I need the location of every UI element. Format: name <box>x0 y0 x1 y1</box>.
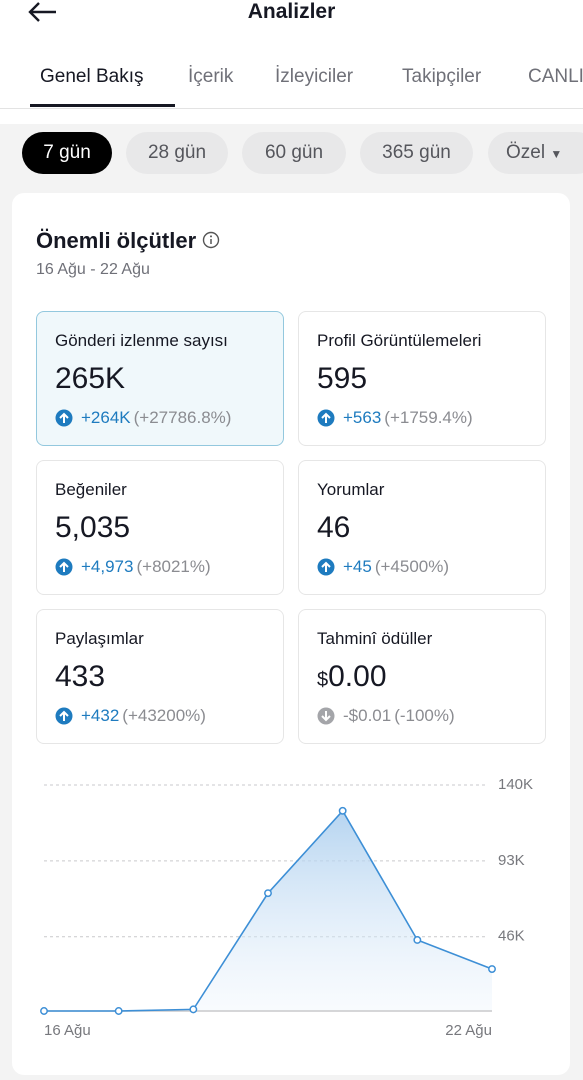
point <box>40 1007 48 1015</box>
range-pill[interactable]: 365 gün <box>360 132 473 174</box>
metric-value: 595 <box>317 362 367 396</box>
icon-arrow <box>321 711 331 722</box>
point <box>413 936 422 944</box>
metric-tile[interactable]: Beğeniler 5,035 +4,973 (+8021%) <box>36 460 284 595</box>
metric-change: +432 (+43200%) <box>55 706 206 726</box>
range-pill[interactable]: Özel ▼ <box>488 132 583 174</box>
value: 5,035 <box>55 511 131 544</box>
tab-indicator <box>30 104 175 107</box>
metric-label: Paylaşımlar <box>55 629 144 648</box>
down-icon <box>317 707 335 725</box>
metric-value: 46 <box>317 511 350 545</box>
y-tick-label: 140K <box>498 776 533 793</box>
metric-tile[interactable]: Yorumlar 46 +45 (+4500%) <box>298 460 546 595</box>
change: +264K <box>81 408 131 427</box>
change: +4,973 <box>81 557 134 576</box>
metric-label: Yorumlar <box>317 480 385 499</box>
metric-tile[interactable]: Gönderi izlenme sayısı 265K +264K (+27786.8… <box>36 311 284 446</box>
percent: (+1759.4%) <box>384 408 473 427</box>
metric-value: 265K <box>55 362 125 396</box>
chart: 46K 93K 140K 16 Ağu 22 Ağu <box>40 776 533 1039</box>
page-title: Analizler <box>247 0 336 23</box>
percent: (+4500%) <box>374 557 450 576</box>
x-tick-label: 16 Ağu <box>44 1022 91 1039</box>
tab[interactable]: CANLI <box>528 66 583 87</box>
section-title: Önemli ölçütler <box>36 228 220 254</box>
point <box>488 965 496 973</box>
tab-bar: Genel Bakış İçerik İzleyiciler Takipçile… <box>0 66 583 109</box>
metric-change: -$0.01 (-100%) <box>317 706 455 726</box>
metric-tile[interactable]: Profil Görüntülemeleri 595 +563 (+1759.4%) <box>298 311 546 446</box>
up-icon <box>317 409 335 427</box>
value: 0.00 <box>328 660 387 693</box>
value: 433 <box>55 660 106 693</box>
range-pill[interactable]: 60 gün <box>242 132 346 174</box>
percent: (+8021%) <box>136 557 211 576</box>
metric-tile[interactable]: Paylaşımlar 433 +432 (+43200%) <box>36 609 284 744</box>
up-icon <box>55 558 73 576</box>
y-tick-label: 46K <box>498 928 525 945</box>
metric-label: Tahminî ödüller <box>317 629 433 648</box>
metric-change: +4,973 (+8021%) <box>55 557 211 577</box>
icon-arrow <box>59 561 69 572</box>
back-button[interactable] <box>26 0 60 26</box>
tab[interactable]: Takipçiler <box>402 66 482 87</box>
change: +563 <box>343 408 382 427</box>
metric-value: 433 <box>55 660 105 694</box>
metric-label: Beğeniler <box>55 480 127 499</box>
value: 265K <box>55 362 126 395</box>
metric-change: +45 (+4500%) <box>317 557 449 577</box>
icon-arrow <box>321 412 331 423</box>
point <box>264 889 272 898</box>
change: +432 <box>81 706 120 725</box>
tab[interactable]: İçerik <box>188 66 234 87</box>
up-icon <box>317 558 335 576</box>
top-bar: Analizler Genel Bakış İçerik İzleyiciler… <box>0 0 583 124</box>
icon-arrow <box>59 412 69 423</box>
percent: (+27786.8%) <box>133 408 232 427</box>
x-tick-label: 22 Ağu <box>445 1022 492 1039</box>
metric-label: Profil Görüntülemeleri <box>317 331 482 350</box>
info-icon[interactable] <box>202 231 220 249</box>
metric-change: +563 (+1759.4%) <box>317 408 473 428</box>
change: +45 <box>343 557 372 576</box>
tab[interactable]: İzleyiciler <box>275 66 354 87</box>
icon-arrow <box>59 710 69 721</box>
range-pill[interactable]: 28 gün <box>126 132 228 174</box>
metric-value: 5,035 <box>55 511 130 545</box>
up-icon <box>55 707 73 725</box>
icon-arrow <box>321 561 331 572</box>
percent: (-100%) <box>394 706 455 725</box>
metric-value: $0.00 <box>317 660 387 694</box>
point <box>338 806 347 815</box>
tab[interactable]: Genel Bakış <box>40 66 144 87</box>
change: -$0.01 <box>343 706 392 725</box>
title-text: Önemli ölçütler <box>36 228 197 253</box>
point <box>189 1005 198 1014</box>
range-label: Özel <box>506 142 546 163</box>
metric-change: +264K (+27786.8%) <box>55 408 231 428</box>
range-pill[interactable]: 7 gün <box>22 132 112 174</box>
date-range: 16 Ağu - 22 Ağu <box>36 261 150 278</box>
up-icon <box>55 409 73 427</box>
currency: $ <box>317 669 329 691</box>
value: 595 <box>317 362 368 395</box>
value: 46 <box>317 511 351 544</box>
metric-label: Gönderi izlenme sayısı <box>55 331 228 350</box>
area <box>44 810 492 1011</box>
y-tick-label: 93K <box>498 852 525 869</box>
metric-tile[interactable]: Tahminî ödüller $0.00 -$0.01 (-100%) <box>298 609 546 744</box>
percent: (+43200%) <box>122 706 206 725</box>
point <box>114 1007 123 1015</box>
